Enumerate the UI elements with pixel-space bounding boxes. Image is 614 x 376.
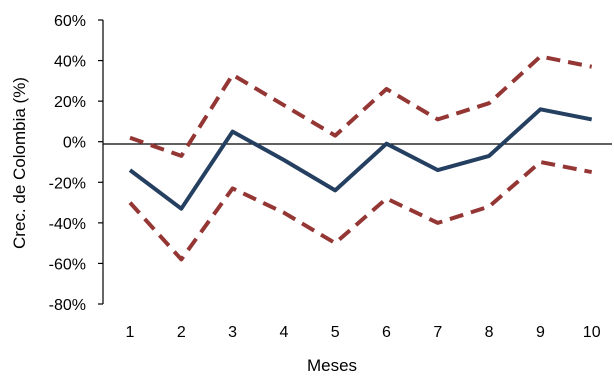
y-tick-label: -40% xyxy=(49,216,86,233)
series-layer xyxy=(128,54,593,262)
x-axis-title: Meses xyxy=(307,356,357,375)
x-tick-label: 7 xyxy=(433,324,442,341)
y-tick-label: 0% xyxy=(63,135,86,152)
y-tick-label: -60% xyxy=(49,256,86,273)
y-tick-label: -80% xyxy=(49,297,86,314)
x-tick-label: 5 xyxy=(331,324,340,341)
x-tick-label: 8 xyxy=(485,324,494,341)
y-axis-title: Crec. de Colombia (%) xyxy=(10,77,29,249)
y-tick-label: 60% xyxy=(54,13,86,30)
x-tick-label: 10 xyxy=(583,324,601,341)
x-tick-label: 1 xyxy=(126,324,135,341)
x-tick-label: 9 xyxy=(536,324,545,341)
x-tick-label: 4 xyxy=(279,324,288,341)
central-estimate-line xyxy=(128,107,593,211)
y-tick-label: -20% xyxy=(49,175,86,192)
x-axis: 1 2 3 4 5 6 7 8 9 10 xyxy=(103,143,612,341)
y-tick-label: 20% xyxy=(54,94,86,111)
y-axis: 60% 40% 20% 0% -20% -40% -60% -80% xyxy=(49,13,104,314)
x-tick-label: 2 xyxy=(177,324,186,341)
y-tick-label: 40% xyxy=(54,54,86,71)
x-tick-label: 3 xyxy=(228,324,237,341)
x-tick-label: 6 xyxy=(382,324,391,341)
dashed-band-line-2 xyxy=(128,160,593,262)
dashed-band-line-1 xyxy=(129,54,593,158)
